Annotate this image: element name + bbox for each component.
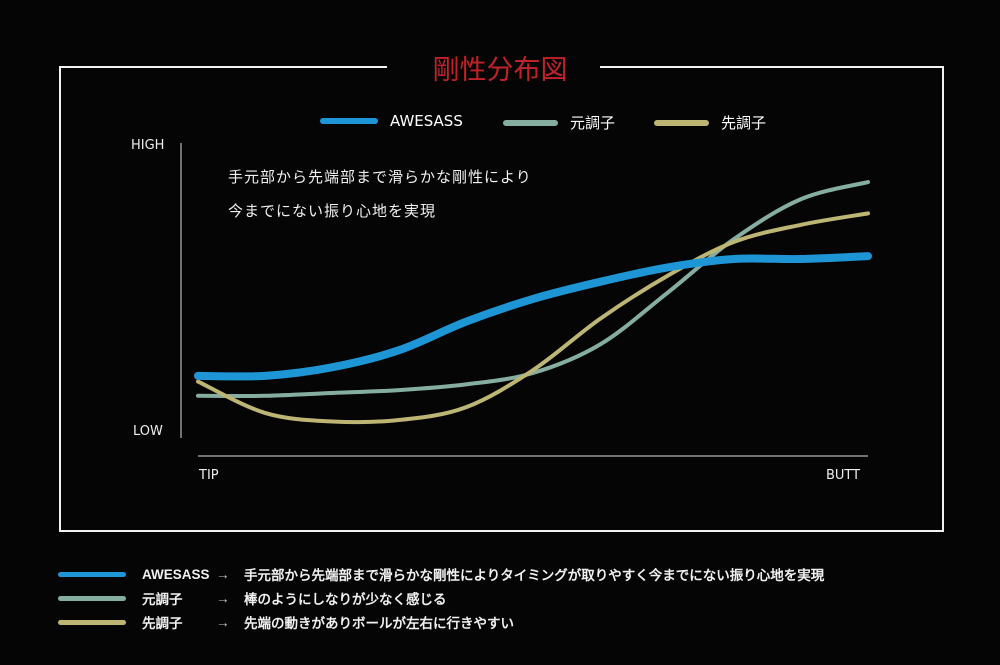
desc-text: 先端の動きがありボールが左右に行きやすい [244, 616, 514, 631]
annotation-line-1: 手元部から先端部まで滑らかな剛性により [228, 168, 532, 186]
desc-name: 先調子 [142, 616, 183, 631]
desc-text: 手元部から先端部まで滑らかな剛性によりタイミングが取りやすく今までにない振り心地… [244, 568, 825, 583]
legend-swatch [320, 118, 378, 124]
chart-frame [59, 66, 944, 532]
desc-swatch [58, 595, 126, 601]
legend-label: 元調子 [570, 114, 616, 132]
series-line-2 [196, 180, 870, 399]
desc-name: AWESASS [142, 566, 210, 582]
y-tick-high: HIGH [131, 138, 165, 153]
annotation-line-2: 今までにない振り心地を実現 [228, 202, 437, 220]
desc-swatch [58, 571, 126, 577]
arrow-icon: → [216, 590, 230, 606]
y-tick-low: LOW [133, 424, 163, 439]
legend-item-moto: 元調子 [503, 112, 615, 133]
desc-text: 棒のようにしなりが少なく感じる [244, 592, 447, 607]
desc-name: 元調子 [142, 592, 183, 607]
legend-item-awesass: AWESASS [320, 112, 463, 130]
description-row: 元調子 → 棒のようにしなりが少なく感じる [58, 588, 447, 608]
legend-swatch [503, 119, 558, 126]
x-tick-butt: BUTT [826, 468, 861, 483]
series-line-1 [194, 252, 872, 381]
desc-swatch [58, 619, 126, 625]
description-row: AWESASS → 手元部から先端部まで滑らかな剛性によりタイミングが取りやすく今ま… [58, 564, 824, 584]
frame-top-right [600, 66, 942, 68]
chart-title: 剛性分布図 [432, 55, 568, 86]
description-row: 先調子 → 先端の動きがありボールが左右に行きやすい [58, 612, 514, 632]
legend-label: 先調子 [721, 114, 767, 132]
frame-top-left [59, 66, 387, 68]
series-line-3 [196, 211, 870, 425]
legend-item-saki: 先調子 [654, 112, 766, 133]
legend-swatch [654, 119, 709, 126]
legend-label: AWESASS [390, 112, 463, 130]
arrow-icon: → [216, 566, 230, 582]
arrow-icon: → [216, 614, 230, 630]
x-tick-tip: TIP [199, 468, 219, 483]
